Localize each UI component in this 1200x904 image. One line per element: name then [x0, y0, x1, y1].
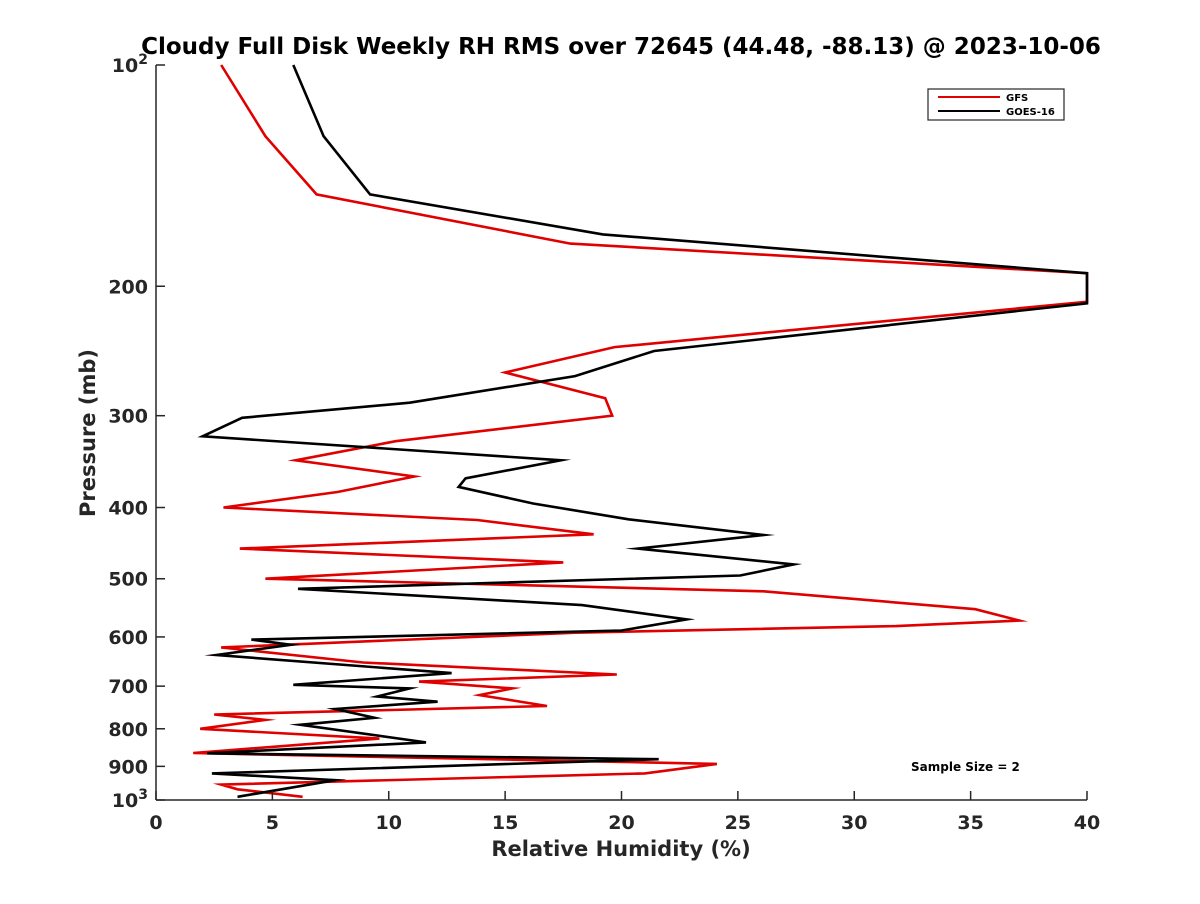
- y-tick-label: 900: [108, 756, 148, 778]
- y-tick-label: 500: [108, 569, 148, 591]
- y-tick-label: 600: [108, 627, 148, 649]
- x-tick-label: 20: [608, 812, 634, 834]
- x-tick-label: 5: [266, 812, 279, 834]
- legend-label-gfs: GFS: [1006, 93, 1028, 104]
- y-tick-label: 800: [108, 719, 148, 741]
- y-tick-label: 200: [108, 276, 148, 298]
- series-line-goes16: [197, 64, 1089, 799]
- x-tick-label: 0: [149, 812, 162, 834]
- y-axis-label: Pressure (mb): [76, 349, 100, 517]
- legend-box: [927, 88, 1065, 121]
- x-ticks: 0 5 10 15 20 25 30 35 40: [149, 791, 1100, 834]
- chart-title: Cloudy Full Disk Weekly RH RMS over 7264…: [141, 34, 1101, 60]
- x-tick-label: 35: [957, 812, 983, 834]
- x-tick-label: 10: [376, 812, 402, 834]
- x-tick-label: 25: [725, 812, 751, 834]
- y-tick-label: 300: [108, 406, 148, 428]
- series-line-gfs: [193, 64, 1089, 799]
- y-tick-label: 400: [108, 498, 148, 520]
- legend: GFS GOES-16: [927, 88, 1065, 121]
- x-tick-label: 15: [492, 812, 518, 834]
- x-tick-label: 30: [841, 812, 867, 834]
- y-tick-label: 700: [108, 676, 148, 698]
- y-tick-label: 102: [112, 52, 148, 77]
- x-tick-label: 40: [1074, 812, 1100, 834]
- x-axis-label: Relative Humidity (%): [491, 837, 750, 861]
- legend-label-goes16: GOES-16: [1006, 107, 1055, 118]
- plot-lines: [193, 64, 1089, 799]
- sample-size-annotation: Sample Size = 2: [911, 760, 1020, 774]
